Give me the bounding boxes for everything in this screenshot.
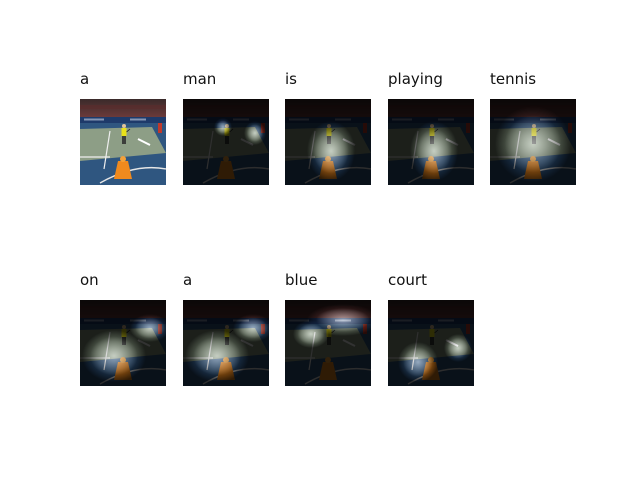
word-attention-panel: on	[80, 271, 166, 386]
word-attention-panel: a	[80, 70, 166, 185]
attention-map-image	[490, 99, 576, 185]
word-attention-panel: is	[285, 70, 371, 185]
word-attention-panel: blue	[285, 271, 371, 386]
attention-map-image	[285, 99, 371, 185]
attention-map-image	[183, 99, 269, 185]
caption-word: man	[183, 70, 217, 88]
attention-map-image	[183, 300, 269, 386]
word-attention-panel: man	[183, 70, 269, 185]
attention-map-image	[388, 300, 474, 386]
caption-word: tennis	[490, 70, 537, 88]
caption-word: on	[80, 271, 99, 289]
word-attention-panel: tennis	[490, 70, 576, 185]
word-attention-panel: a	[183, 271, 269, 386]
word-attention-panel: court	[388, 271, 474, 386]
word-attention-panel: playing	[388, 70, 474, 185]
caption-word: a	[80, 70, 90, 88]
caption-word: playing	[388, 70, 443, 88]
caption-word: blue	[285, 271, 318, 289]
caption-word: court	[388, 271, 427, 289]
attention-map-image	[388, 99, 474, 185]
attention-map-image	[285, 300, 371, 386]
attention-map-image	[80, 99, 166, 185]
caption-word: a	[183, 271, 193, 289]
attention-map-image	[80, 300, 166, 386]
caption-word: is	[285, 70, 297, 88]
